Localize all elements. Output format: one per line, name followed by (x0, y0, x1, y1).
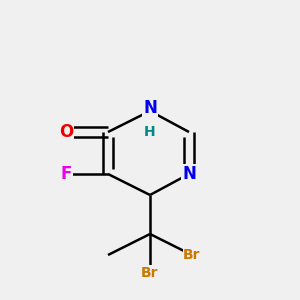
Text: Br: Br (183, 248, 201, 262)
Text: N: N (143, 102, 157, 120)
Text: F: F (60, 165, 72, 183)
Text: H: H (144, 125, 156, 139)
Text: O: O (59, 123, 73, 141)
Text: Br: Br (141, 266, 159, 280)
Text: N: N (143, 99, 157, 117)
Text: N: N (182, 165, 196, 183)
